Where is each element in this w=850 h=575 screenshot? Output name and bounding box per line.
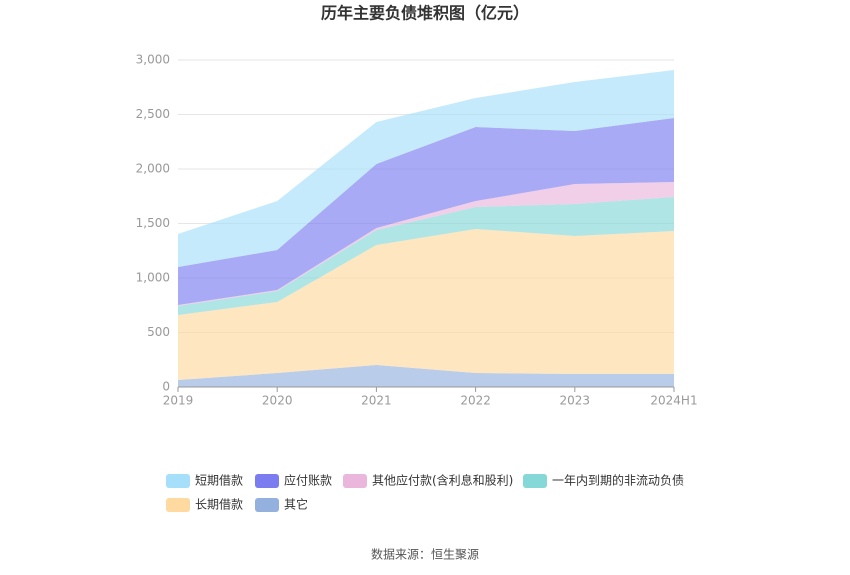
y-tick-label: 0 xyxy=(162,380,170,394)
area xyxy=(178,197,674,316)
legend-swatch xyxy=(166,474,190,488)
area xyxy=(178,117,674,306)
legend-swatch xyxy=(343,474,367,488)
y-tick-label: 2,000 xyxy=(136,162,170,176)
source-note: 数据来源：恒生聚源 xyxy=(371,547,479,562)
legend-swatch xyxy=(255,498,279,512)
x-tick-label: 2021 xyxy=(361,394,392,408)
legend-label: 长期借款 xyxy=(195,498,243,512)
y-tick-label: 2,500 xyxy=(136,107,170,121)
y-tick-label: 3,000 xyxy=(136,53,170,67)
legend-label: 短期借款 xyxy=(195,474,243,488)
x-tick-label: 2023 xyxy=(560,394,591,408)
y-tick-label: 500 xyxy=(147,325,170,339)
area xyxy=(178,228,674,381)
area xyxy=(178,181,674,307)
y-tick-label: 1,500 xyxy=(136,216,170,230)
legend-swatch xyxy=(523,474,547,488)
y-tick-label: 1,000 xyxy=(136,271,170,285)
area xyxy=(178,364,674,387)
legend-swatch xyxy=(166,498,190,512)
chart-title: 历年主要负债堆积图（亿元） xyxy=(321,4,529,23)
legend-swatch xyxy=(255,474,279,488)
legend-label: 其他应付款(含利息和股利) xyxy=(372,473,513,488)
legend-label: 一年内到期的非流动负债 xyxy=(552,473,684,488)
x-tick-label: 2022 xyxy=(460,394,491,408)
legend-label: 其它 xyxy=(284,497,308,512)
x-tick-label: 2020 xyxy=(262,394,293,408)
area xyxy=(178,70,674,267)
legend-label: 应付账款 xyxy=(284,473,332,488)
x-tick-label: 2019 xyxy=(163,394,194,408)
x-tick-label: 2024H1 xyxy=(650,394,697,408)
